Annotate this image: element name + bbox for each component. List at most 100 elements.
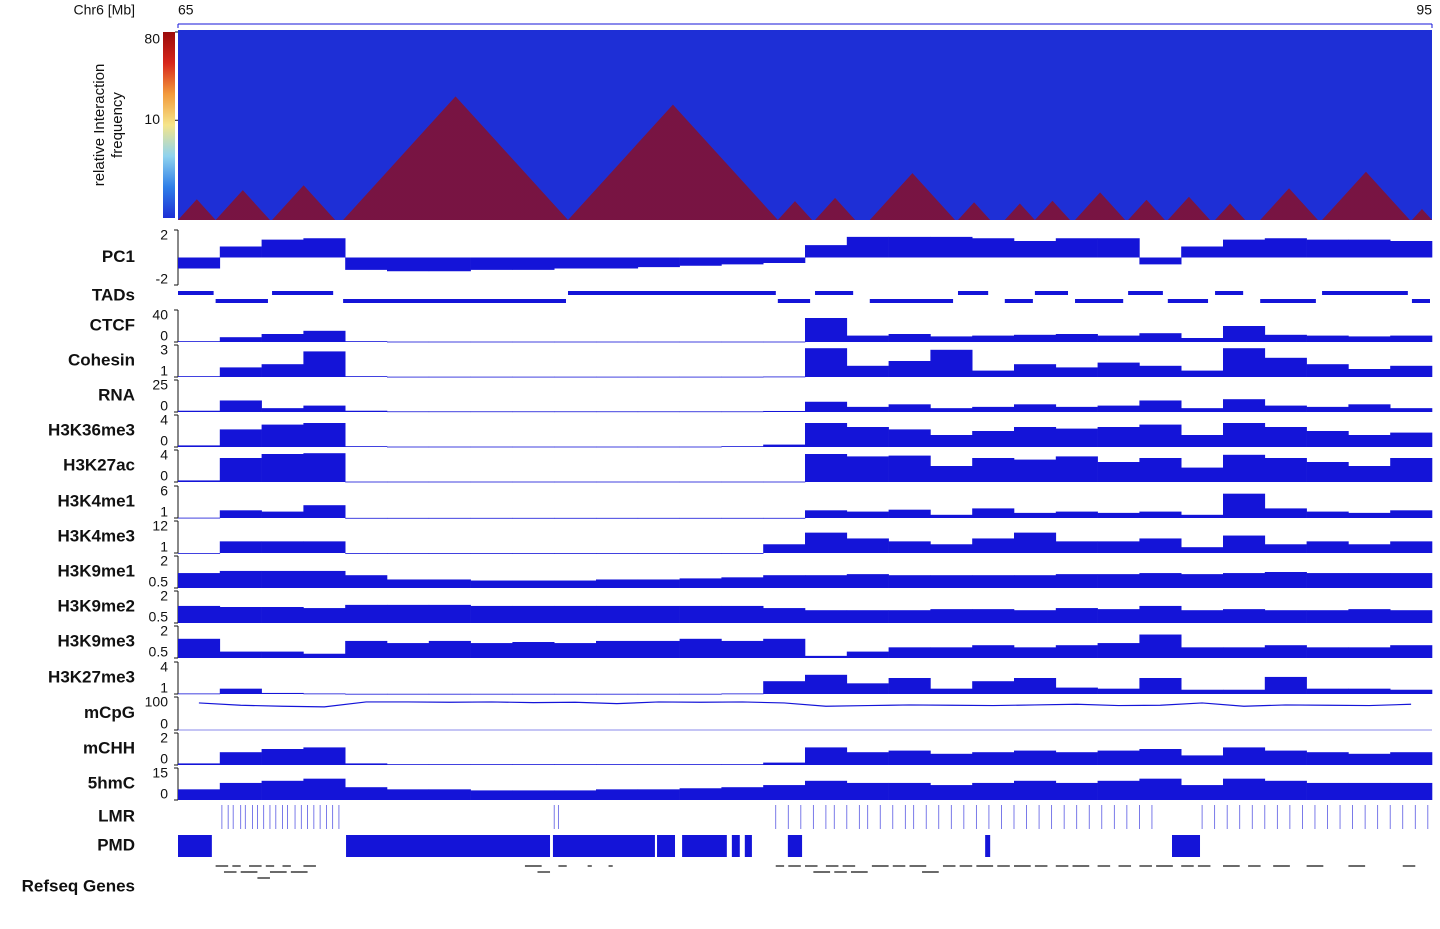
signal-bar: [763, 638, 806, 658]
signal-bar: [805, 423, 848, 447]
signal-bar: [345, 693, 388, 695]
signal-bar: [637, 411, 680, 413]
signal-bar: [1348, 688, 1391, 694]
pmd-block: [346, 835, 551, 857]
signal-bar: [1223, 778, 1266, 800]
tad-segment: [1260, 299, 1316, 303]
signal-bar: [1097, 362, 1140, 377]
signal-bar: [1055, 645, 1098, 658]
tad-segment: [567, 291, 776, 295]
signal-bar: [805, 610, 848, 623]
signal-bar: [554, 341, 597, 343]
pmd-block: [985, 835, 991, 857]
signal-bar: [261, 511, 304, 518]
signal-bar: [345, 341, 388, 342]
signal-bar: [387, 553, 430, 554]
signal-bar: [512, 376, 555, 378]
signal-bar: [512, 642, 555, 658]
signal-bar: [637, 789, 680, 800]
signal-bar: [888, 404, 931, 412]
signal-bar: [178, 605, 221, 623]
signal-bar: [1348, 647, 1391, 658]
signal-bar: [805, 532, 848, 553]
y-tick-label: 2: [160, 553, 168, 569]
y-tick-label: 2: [160, 588, 168, 604]
signal-bar: [1306, 511, 1349, 518]
signal-bar: [1264, 572, 1307, 588]
signal-bar: [763, 575, 806, 588]
signal-bar: [345, 763, 388, 765]
signal-bar: [1055, 511, 1098, 518]
signal-bar: [470, 553, 513, 554]
signal-bar: [805, 655, 848, 658]
signal-bar: [1097, 541, 1140, 553]
signal-bar: [846, 365, 889, 377]
signal-bar: [972, 609, 1015, 623]
signal-bar: [428, 579, 471, 588]
signal-bar: [261, 570, 304, 588]
signal-bar: [303, 541, 346, 553]
signal-bar: [1348, 573, 1391, 588]
signal-bar: [805, 318, 848, 342]
signal-bar: [219, 752, 262, 765]
signal-bar: [1055, 238, 1098, 258]
signal-bar: [512, 411, 555, 413]
signal-bar: [1390, 458, 1433, 482]
signal-bar: [596, 553, 639, 554]
y-tick-label: 2: [160, 623, 168, 639]
signal-bar: [972, 458, 1015, 482]
signal-bar: [888, 509, 931, 518]
signal-bar: [805, 454, 848, 482]
track-label: mCpG: [84, 703, 135, 722]
signal-bar: [178, 763, 221, 765]
signal-bar: [637, 640, 680, 658]
signal-bar: [1181, 785, 1224, 800]
signal-bar: [428, 341, 471, 343]
signal-bar: [303, 351, 346, 377]
signal-bar: [846, 538, 889, 553]
signal-bar: [178, 573, 221, 588]
signal-bar: [554, 790, 597, 800]
signal-bar: [679, 446, 722, 448]
y-tick-label: 2: [160, 730, 168, 746]
signal-bar: [470, 481, 513, 483]
colorbar-tick-label: 80: [144, 31, 160, 47]
signal-bar: [261, 651, 304, 658]
signal-bar: [554, 764, 597, 765]
signal-bar: [679, 517, 722, 519]
signal-bar: [1223, 493, 1266, 518]
signal-bar: [512, 693, 555, 695]
y-tick-label: 4: [160, 659, 168, 675]
signal-bar: [1014, 678, 1057, 694]
signal-bar: [1097, 750, 1140, 765]
signal-bar: [596, 579, 639, 588]
signal-bar: [1139, 634, 1182, 658]
track-label: mCHH: [83, 738, 135, 757]
signal-bar: [1223, 689, 1266, 694]
y-tick-label: 0: [160, 716, 168, 732]
signal-bar: [637, 764, 680, 765]
signal-bar: [930, 688, 973, 694]
signal-bar: [178, 257, 221, 269]
signal-bar: [219, 510, 262, 518]
colorbar-label: relative Interaction: [91, 64, 108, 187]
signal-bar: [345, 640, 388, 658]
signal-bar: [428, 376, 471, 378]
signal-bar: [387, 481, 430, 483]
signal-bar: [512, 605, 555, 623]
tad-segment: [1215, 291, 1244, 295]
signal-bar: [930, 514, 973, 518]
signal-bar: [387, 643, 430, 658]
signal-bar: [1055, 406, 1098, 412]
signal-bar: [387, 257, 430, 272]
signal-bar: [428, 693, 471, 695]
y-tick-label: 0: [160, 751, 168, 767]
signal-bar: [1348, 239, 1391, 258]
signal-bar: [596, 411, 639, 413]
colorbar: [163, 32, 175, 218]
signal-bar: [972, 575, 1015, 588]
signal-bar: [1390, 408, 1433, 412]
signal-bar: [596, 605, 639, 623]
signal-bar: [387, 789, 430, 800]
tad-triangle: [1075, 192, 1126, 220]
